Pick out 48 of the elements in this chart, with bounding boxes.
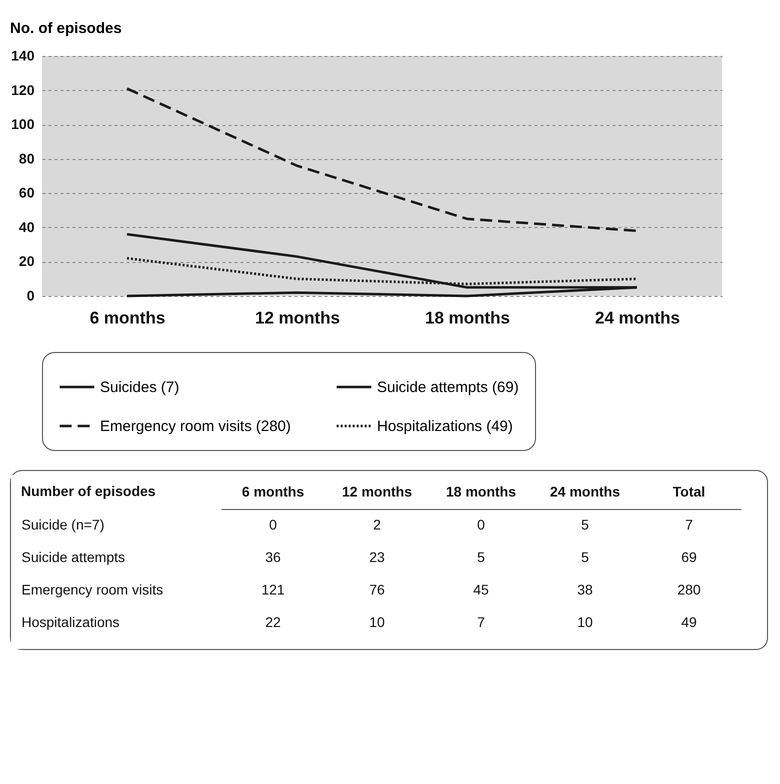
y-tick-label: 140	[11, 48, 35, 64]
data-label: 10	[369, 614, 385, 630]
x-tick-label: 6 months	[242, 484, 304, 500]
x-tick-label: 24 months	[550, 484, 620, 500]
text: Number of episodes	[21, 483, 156, 499]
y-tick-label: 120	[11, 82, 35, 98]
y-tick-label: Emergency room visits	[22, 581, 164, 598]
y-tick-label: Hospitalizations	[22, 614, 120, 630]
data-label: 38	[577, 581, 593, 598]
data-label: 280	[677, 581, 701, 598]
legend-label: Suicides (7)	[100, 379, 180, 396]
data-label: 0	[477, 516, 486, 532]
legend-label: Emergency room visits (280)	[100, 418, 291, 435]
data-label: 36	[265, 548, 281, 565]
y-tick-label: Suicide (n=7)	[22, 516, 104, 532]
line-series	[126, 87, 638, 232]
x-tick-label: 24 months	[594, 308, 680, 328]
data-label: 49	[681, 614, 697, 630]
x-tick-label: 18 months	[424, 308, 510, 328]
y-axis-title: No. of episodes	[10, 20, 123, 39]
data-label: 10	[577, 614, 593, 630]
legend-label: Suicide attempts (69)	[377, 379, 519, 396]
data-label: 7	[685, 516, 694, 532]
y-tick-label: 80	[18, 150, 35, 166]
data-label: 7	[477, 614, 486, 630]
y-tick-label: 0	[26, 288, 35, 304]
data-label: 76	[369, 581, 385, 598]
data-label: 5	[477, 548, 486, 565]
data-label: 45	[473, 581, 489, 598]
y-tick-label: Suicide attempts	[22, 548, 125, 565]
x-tick-label: 6 months	[90, 308, 166, 328]
x-tick-label: Total	[672, 484, 706, 500]
y-tick-label: 20	[18, 253, 35, 270]
y-tick-label: 60	[18, 184, 35, 201]
data-label: 0	[269, 516, 278, 532]
data-label: 69	[681, 548, 697, 565]
data-label: 5	[581, 548, 590, 565]
y-tick-label: 40	[18, 218, 35, 235]
x-tick-label: 18 months	[446, 484, 516, 500]
data-label: 2	[373, 516, 382, 532]
y-tick-label: 100	[11, 116, 35, 132]
data-label: 23	[369, 548, 385, 565]
x-tick-label: 12 months	[254, 308, 340, 328]
data-label: 121	[261, 581, 285, 598]
legend-label: Hospitalizations (49)	[377, 418, 513, 435]
data-label: 22	[265, 614, 281, 630]
data-label: 5	[581, 516, 590, 532]
x-tick-label: 12 months	[342, 484, 412, 500]
